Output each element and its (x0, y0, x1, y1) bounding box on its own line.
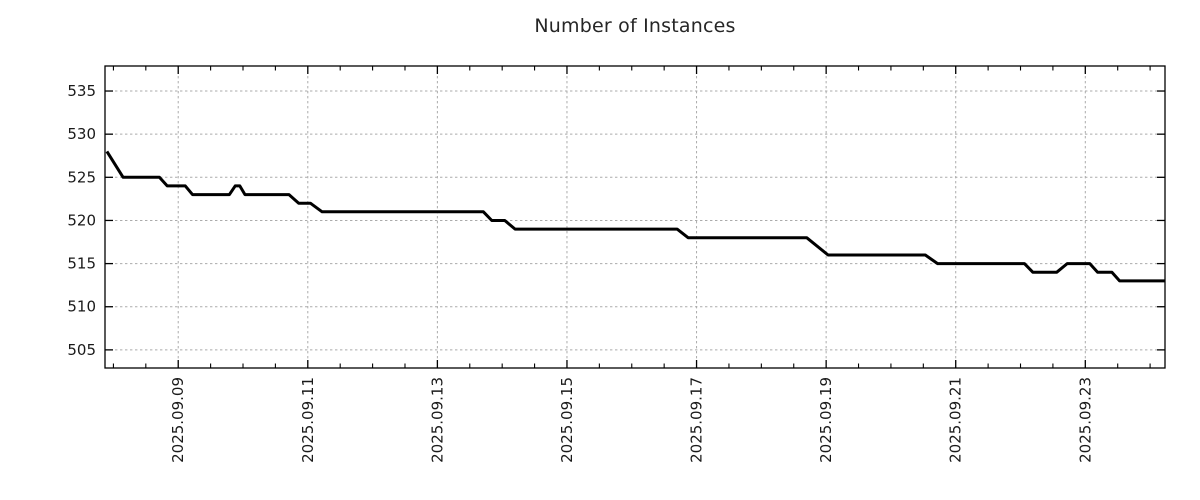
x-tick-label: 2025.09.09 (169, 377, 187, 463)
x-tick-label: 2025.09.15 (558, 377, 576, 463)
x-tick-label: 2025.09.11 (299, 377, 317, 463)
x-tick-label: 2025.09.19 (817, 377, 835, 463)
y-tick-label: 535 (67, 82, 96, 100)
x-tick-label: 2025.09.23 (1076, 377, 1094, 463)
x-tick-label: 2025.09.21 (947, 377, 965, 463)
plot-frame (104, 65, 1166, 369)
y-tick-label: 530 (67, 125, 96, 143)
y-tick-label: 510 (67, 298, 96, 316)
y-tick-label: 520 (67, 211, 96, 229)
x-tick-label: 2025.09.17 (688, 377, 706, 463)
y-tick-label: 505 (67, 341, 96, 359)
y-tick-label: 525 (67, 168, 96, 186)
x-tick-label: 2025.09.13 (428, 377, 446, 463)
chart-title: Number of Instances (534, 15, 736, 37)
y-tick-label: 515 (67, 255, 96, 273)
series-line (105, 150, 1165, 283)
